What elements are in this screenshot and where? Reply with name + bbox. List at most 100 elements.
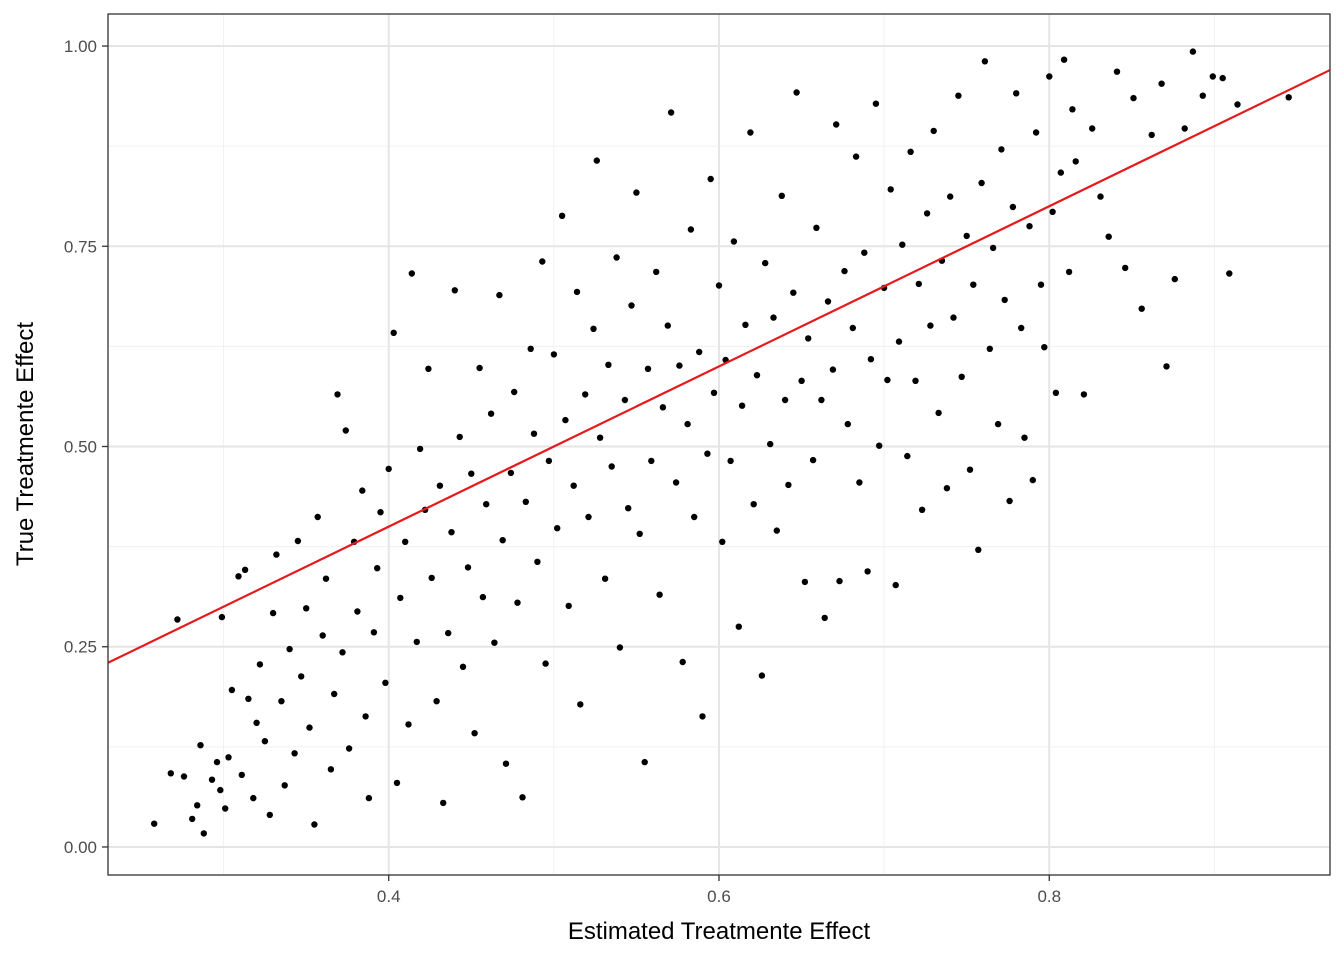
scatter-point [801,578,809,586]
scatter-point [151,820,158,827]
scatter-point [892,581,899,589]
scatter-point [950,314,957,321]
x-tick-label: 0.6 [707,887,731,906]
scatter-point [621,396,629,404]
scatter-point [487,410,495,417]
scatter-point [963,232,970,240]
scatter-point [1097,193,1104,200]
scatter-point [750,501,757,508]
scatter-point [1069,106,1076,113]
scatter-point [445,629,452,637]
scatter-point [314,513,321,521]
scatter-point [1049,208,1056,215]
scatter-point [758,672,766,679]
scatter-point [659,404,667,411]
scatter-point [753,372,761,379]
scatter-point [527,345,534,352]
scatter-point [390,329,397,336]
scatter-point [440,799,447,807]
scatter-point [636,530,643,537]
scatter-point [562,416,569,424]
scatter-point [519,794,526,801]
scatter-point [1148,131,1155,139]
scatter-point [904,452,911,460]
scatter-point [1219,74,1226,82]
scatter-point [818,396,825,404]
scatter-point [286,645,293,653]
scatter-point [539,258,546,265]
scatter-point [884,376,891,384]
scatter-point [856,479,863,486]
scatter-point [311,821,318,828]
scatter-point [1171,275,1179,283]
scatter-point [918,506,926,513]
scatter-point [235,573,242,580]
scatter-point [273,551,280,558]
scatter-point [213,758,221,766]
scatter-point [966,466,974,473]
scatter-point [927,322,934,329]
scatter-point [656,591,663,598]
scatter-point [570,482,577,489]
scatter-point [377,509,384,516]
scatter-point [550,351,558,358]
scatter-point [1138,305,1145,312]
scatter-point [1130,94,1137,102]
scatter-point [565,602,572,610]
scatter-point [339,649,346,656]
scatter-point [370,629,378,636]
scatter-point [433,698,440,705]
reference-line [107,69,1331,664]
scatter-point [608,463,615,470]
scatter-point [628,302,635,309]
scatter-point [374,565,381,572]
scatter-point [577,701,584,708]
scatter-point [208,776,216,783]
scatter-point [483,501,490,508]
scatter-point [887,186,894,193]
scatter-point [436,482,444,489]
scatter-point [405,721,412,728]
scatter-point [502,760,510,767]
scatter-point [730,238,738,245]
scatter-point [684,420,691,428]
scatter-point [499,537,506,544]
scatter-point [174,616,181,623]
scatter-point [253,719,260,726]
scatter-point [805,335,812,342]
scatter-point [1209,73,1217,80]
scatter-point [727,457,734,465]
scatter-point [852,153,860,160]
scatter-point [306,724,313,731]
scatter-point [471,730,478,737]
scatter-point [393,779,401,787]
x-tick-label: 0.8 [1037,887,1061,906]
scatter-point [542,660,549,667]
scatter-point [836,577,843,585]
scatter-point [943,485,951,492]
scatter-point [841,267,848,275]
scatter-point [218,613,226,621]
scatter-point [530,430,538,437]
scatter-point [507,469,515,477]
scatter-point [653,268,660,276]
scatter-point [613,254,620,261]
scatter-point [1122,264,1129,272]
scatter-point [281,782,288,789]
scatter-point [245,695,252,702]
scatter-point [1080,391,1088,398]
scatter-point [793,89,800,96]
scatter-point [989,244,997,252]
scatter-point [975,546,982,553]
scatter-point [479,593,487,601]
scatter-point [644,365,652,372]
scatter-point [197,742,204,749]
scatter-point [824,298,832,305]
scatter-point [451,287,458,294]
scatter-point [809,456,817,464]
scatter-point [699,713,706,720]
scatter-point [331,690,338,698]
scatter-point [994,420,1002,428]
scatter-point [194,802,201,809]
scatter-point [402,538,409,545]
